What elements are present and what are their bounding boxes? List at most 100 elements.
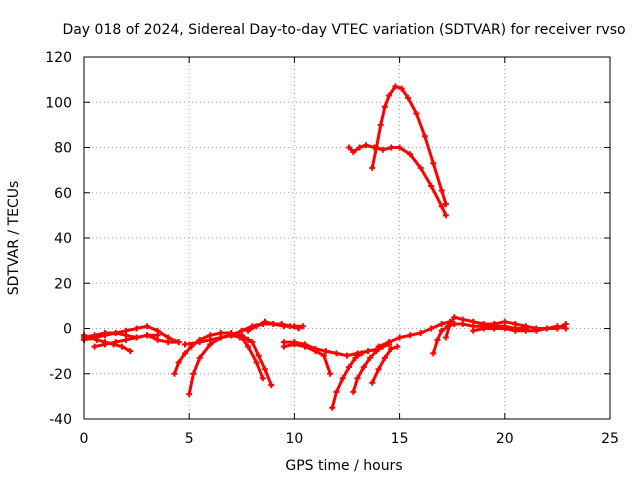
data-point — [362, 142, 369, 149]
data-point — [562, 320, 569, 327]
x-tick-label: 5 — [185, 431, 194, 447]
y-tick-label: 100 — [45, 95, 72, 111]
data-point — [268, 382, 275, 389]
data-point — [133, 325, 140, 332]
data-point — [175, 359, 182, 366]
y-tick-label: -40 — [49, 412, 72, 428]
x-tick-label: 15 — [391, 431, 409, 447]
data-point — [381, 103, 388, 110]
series-line — [282, 342, 332, 376]
data-point — [434, 336, 441, 343]
series-line — [471, 322, 568, 333]
series-line — [282, 340, 381, 358]
data-point — [501, 318, 508, 325]
series-arc-18 — [470, 320, 569, 334]
data-point — [388, 345, 395, 352]
data-point — [346, 363, 353, 370]
data-point — [181, 341, 188, 348]
x-tick-label: 20 — [496, 431, 514, 447]
data-point — [417, 330, 424, 337]
data-point — [245, 343, 252, 350]
data-point — [320, 352, 327, 359]
data-point — [154, 336, 161, 343]
data-point — [360, 363, 367, 370]
series-arc-19 — [346, 142, 449, 219]
series-arc-20 — [369, 83, 449, 208]
data-point — [373, 144, 380, 151]
data-point — [207, 336, 214, 343]
series-arc-13 — [350, 341, 393, 395]
series-arc-12 — [329, 350, 365, 411]
data-point — [459, 316, 466, 323]
data-point — [181, 350, 188, 357]
data-point — [253, 323, 260, 330]
data-point — [196, 339, 203, 346]
data-point — [327, 370, 334, 377]
data-point — [438, 187, 445, 194]
data-point — [367, 354, 374, 361]
series-line — [82, 324, 181, 344]
y-tick-label: 60 — [54, 186, 72, 202]
data-point — [196, 354, 203, 361]
data-point — [373, 348, 380, 355]
data-point — [175, 339, 182, 346]
y-tick-label: 40 — [54, 231, 72, 247]
y-tick-label: 20 — [54, 276, 72, 292]
data-point — [421, 133, 428, 140]
data-point — [369, 379, 376, 386]
x-axis-label: GPS time / hours — [285, 458, 402, 474]
data-point — [255, 352, 262, 359]
data-point — [386, 92, 393, 99]
data-point — [144, 323, 151, 330]
data-point — [543, 325, 550, 332]
data-point — [480, 325, 487, 332]
data-point — [165, 339, 172, 346]
data-point — [442, 212, 449, 219]
data-point — [428, 182, 435, 189]
data-point — [301, 341, 308, 348]
data-point — [430, 350, 437, 357]
data-point — [133, 334, 140, 341]
data-point — [375, 343, 382, 350]
data-point — [491, 325, 498, 332]
data-point — [352, 354, 359, 361]
data-point — [379, 146, 386, 153]
data-point — [299, 323, 306, 330]
data-point — [438, 320, 445, 327]
data-point — [102, 330, 109, 337]
data-point — [354, 375, 361, 382]
data-point — [280, 339, 287, 346]
data-point — [329, 404, 336, 411]
series-arc-9 — [245, 318, 302, 334]
data-point — [118, 343, 125, 350]
data-point — [171, 370, 178, 377]
x-tick-label: 10 — [285, 431, 303, 447]
data-point — [261, 318, 268, 325]
data-point — [522, 327, 529, 334]
data-point — [369, 164, 376, 171]
data-point — [451, 314, 458, 321]
data-point — [377, 121, 384, 128]
data-point — [447, 320, 454, 327]
data-point — [470, 318, 477, 325]
data-point — [554, 325, 561, 332]
y-tick-label: 0 — [63, 322, 72, 338]
data-point — [112, 330, 119, 337]
data-point — [381, 354, 388, 361]
data-point — [356, 144, 363, 151]
y-tick-label: 80 — [54, 141, 72, 157]
data-point — [291, 339, 298, 346]
data-point — [533, 327, 540, 334]
data-point — [512, 320, 519, 327]
data-point — [470, 327, 477, 334]
data-point — [190, 370, 197, 377]
data-point — [388, 144, 395, 151]
data-point — [442, 334, 449, 341]
data-point — [245, 327, 252, 334]
data-point — [186, 391, 193, 398]
data-point — [405, 94, 412, 101]
data-point — [102, 341, 109, 348]
series-line — [82, 331, 181, 344]
data-point — [365, 348, 372, 355]
